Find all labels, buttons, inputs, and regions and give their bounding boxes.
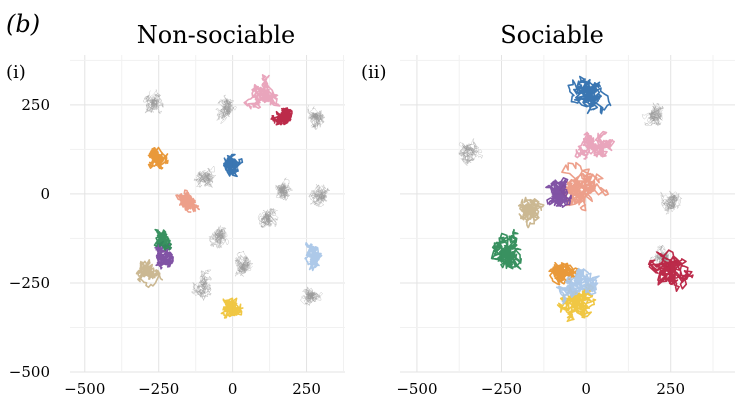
x-tick-label: 0	[581, 380, 591, 398]
trajectory-series-2	[243, 74, 281, 110]
trajectory-series-7	[153, 228, 173, 251]
background-trajectory	[303, 287, 323, 305]
x-tick-label: −250	[138, 380, 179, 398]
trajectories	[135, 74, 323, 319]
trajectory-series-8	[135, 259, 164, 289]
background-trajectory	[143, 94, 163, 114]
background-trajectory	[234, 255, 253, 275]
y-tick-label: 250	[21, 96, 50, 114]
panel-title: Non-sociable	[137, 21, 295, 49]
background-trajectory	[307, 109, 322, 130]
panel-sublabel: (i)	[6, 62, 26, 83]
x-tick-label: −250	[481, 380, 522, 398]
panel-title: Sociable	[500, 21, 604, 49]
x-tick-labels: −500 −250 0 250	[396, 380, 685, 398]
trajectory-series-1	[147, 146, 169, 170]
trajectory-series-10	[304, 242, 323, 272]
panel-non-sociable: Non-sociable (i) −500 −250 0 250 −500 −250 0 2…	[6, 21, 345, 398]
trajectory-series-2	[574, 130, 615, 160]
grid-lines	[400, 55, 735, 373]
background-trajectory	[211, 227, 230, 249]
y-tick-label: −500	[9, 363, 50, 381]
trajectories	[490, 75, 694, 323]
background-trajectory	[260, 209, 276, 227]
trajectory-series-5	[175, 189, 200, 213]
background-trajectory	[144, 93, 161, 114]
trajectory-series-1	[567, 75, 612, 115]
panel-sublabel: (ii)	[361, 62, 387, 83]
background-trajectory	[648, 109, 663, 123]
trajectory-series-4	[223, 153, 244, 178]
x-tick-label: 0	[228, 380, 238, 398]
x-tick-label: 250	[656, 380, 685, 398]
trajectory-series-3	[559, 161, 609, 212]
trajectory-series-4	[545, 177, 572, 208]
background-trajectory	[193, 170, 214, 188]
trajectory-series-3	[270, 107, 293, 126]
y-tick-label: 0	[40, 185, 50, 203]
trajectory-series-9	[555, 267, 600, 305]
background-trajectory	[308, 185, 326, 208]
x-tick-labels: −500 −250 0 250	[64, 380, 321, 398]
trajectory-series-10	[647, 249, 694, 292]
background-trajectory	[307, 110, 325, 126]
background-trajectory	[315, 184, 328, 205]
background-trajectory	[190, 281, 212, 301]
x-tick-label: −500	[64, 380, 105, 398]
trajectory-series-6	[490, 228, 522, 270]
background-trajectory	[195, 170, 217, 189]
panel-sociable: Sociable (ii) −500 −250 0 250	[361, 21, 735, 398]
background-trajectory	[641, 102, 663, 123]
trajectory-series-5	[517, 196, 545, 229]
y-tick-label: −250	[9, 274, 50, 292]
grid-lines	[70, 55, 345, 373]
background-trajectory	[660, 191, 681, 212]
background-trajectory	[275, 184, 289, 201]
x-tick-label: −500	[396, 380, 437, 398]
background-trajectory	[458, 144, 484, 163]
y-tick-labels: −500 −250 0 250	[9, 96, 50, 381]
background-trajectory	[219, 98, 234, 118]
trajectory-series-6	[154, 240, 174, 270]
background-trajectories	[143, 89, 331, 307]
trajectory-series-9	[220, 297, 244, 319]
trajectory-series-7	[548, 261, 579, 286]
x-tick-label: 250	[292, 380, 321, 398]
figure-label: (b)	[6, 10, 40, 38]
